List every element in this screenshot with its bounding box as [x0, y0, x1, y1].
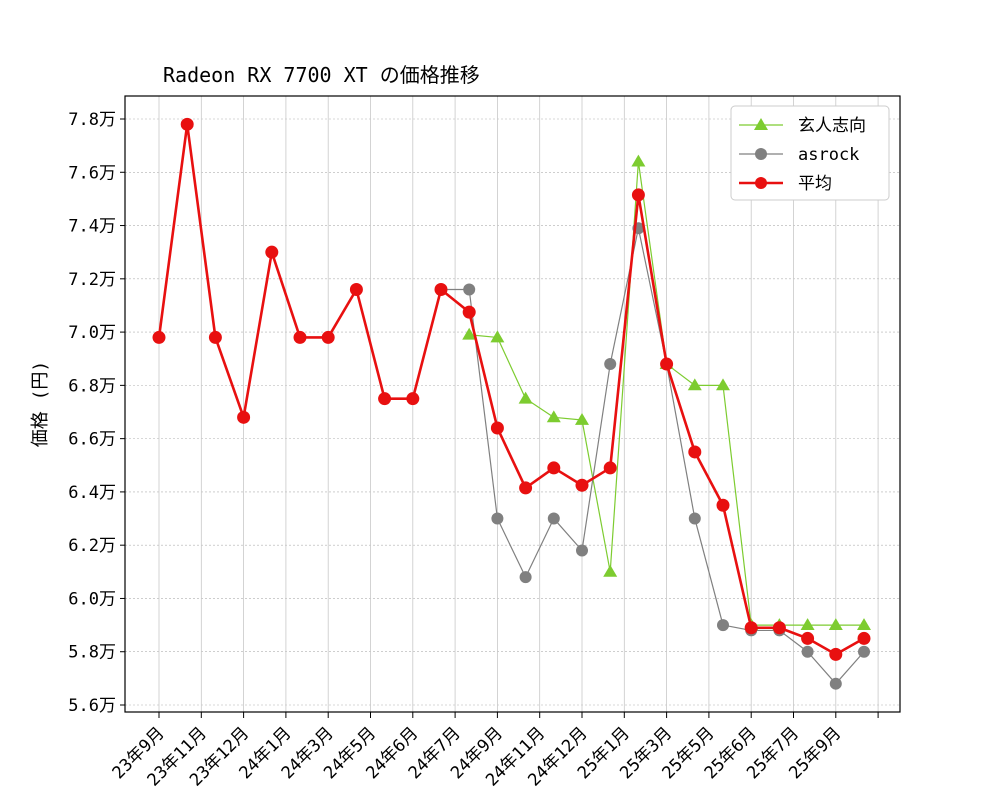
series-line	[441, 227, 865, 685]
y-tick-label: 6.2万	[68, 536, 116, 556]
data-point	[603, 461, 617, 475]
legend-marker	[754, 118, 768, 130]
y-tick-label: 5.6万	[68, 696, 116, 716]
y-tick-label: 6.6万	[68, 430, 116, 450]
ticks-layer: 5.6万 5.8万 6.0万 6.2万 6.4万 6.6万 6.8万 7.0万 7.2万 7.4万…	[68, 110, 879, 791]
data-point	[716, 498, 730, 512]
y-tick-label: 7.8万	[68, 110, 116, 130]
chart-title: Radeon RX 7700 XT の価格推移	[163, 63, 480, 87]
y-axis-label: 価格 (円)	[30, 361, 51, 448]
series-line	[157, 123, 865, 656]
data-point	[462, 305, 476, 319]
data-point	[462, 327, 477, 340]
y-tick-label: 7.4万	[68, 217, 116, 237]
data-point	[857, 631, 871, 645]
y-tick-label: 7.2万	[68, 270, 116, 290]
data-point	[660, 357, 674, 371]
series-layer	[152, 117, 871, 690]
data-point	[152, 330, 166, 344]
data-point	[349, 282, 363, 296]
legend-label: asrock	[798, 145, 859, 165]
data-point	[378, 392, 392, 406]
legend-label: 平均	[798, 174, 832, 194]
data-point	[434, 282, 448, 296]
data-point	[490, 421, 504, 435]
data-point	[604, 358, 617, 371]
data-point	[688, 512, 701, 525]
series-1	[435, 222, 870, 690]
data-point	[800, 618, 815, 630]
grid-layer	[125, 96, 900, 712]
y-tick-label: 6.0万	[68, 589, 116, 609]
data-point	[406, 392, 420, 406]
data-point	[716, 378, 730, 391]
data-point	[744, 621, 758, 635]
data-point	[518, 391, 533, 404]
data-point	[180, 117, 194, 131]
legend-label: 玄人志向	[798, 116, 866, 136]
data-point	[603, 564, 618, 577]
data-point	[688, 445, 702, 459]
legend: 玄人志向 asrock 平均	[730, 105, 890, 201]
data-point	[858, 645, 870, 658]
data-point	[491, 512, 504, 525]
legend-marker	[755, 148, 767, 160]
data-point	[687, 378, 702, 391]
data-point	[546, 410, 561, 423]
y-tick-label: 6.8万	[68, 376, 116, 396]
data-point	[801, 631, 815, 645]
data-point	[801, 645, 814, 658]
data-point	[829, 677, 842, 690]
data-point	[208, 330, 222, 344]
data-point	[293, 330, 307, 344]
legend-marker	[755, 177, 767, 189]
data-point	[857, 618, 871, 630]
data-point	[490, 330, 505, 343]
data-point	[829, 647, 843, 661]
legend-box	[730, 105, 890, 201]
series-2	[152, 117, 871, 661]
data-point	[321, 330, 335, 344]
data-point	[265, 245, 279, 259]
data-point	[575, 412, 589, 425]
data-point	[519, 481, 533, 495]
data-point	[547, 512, 560, 525]
data-point	[547, 461, 561, 475]
data-point	[717, 619, 729, 632]
y-tick-label: 5.8万	[68, 643, 116, 663]
data-point	[828, 618, 843, 630]
plot-frame	[124, 95, 901, 713]
data-point	[631, 188, 645, 202]
data-point	[463, 283, 476, 296]
y-tick-label: 7.6万	[68, 163, 116, 183]
data-point	[631, 154, 646, 167]
y-tick-label: 6.4万	[68, 483, 116, 503]
data-point	[576, 544, 588, 557]
data-point	[519, 571, 532, 584]
data-point	[772, 621, 786, 635]
data-point	[237, 410, 251, 424]
data-point	[575, 478, 589, 492]
y-tick-label: 7.0万	[68, 323, 116, 343]
